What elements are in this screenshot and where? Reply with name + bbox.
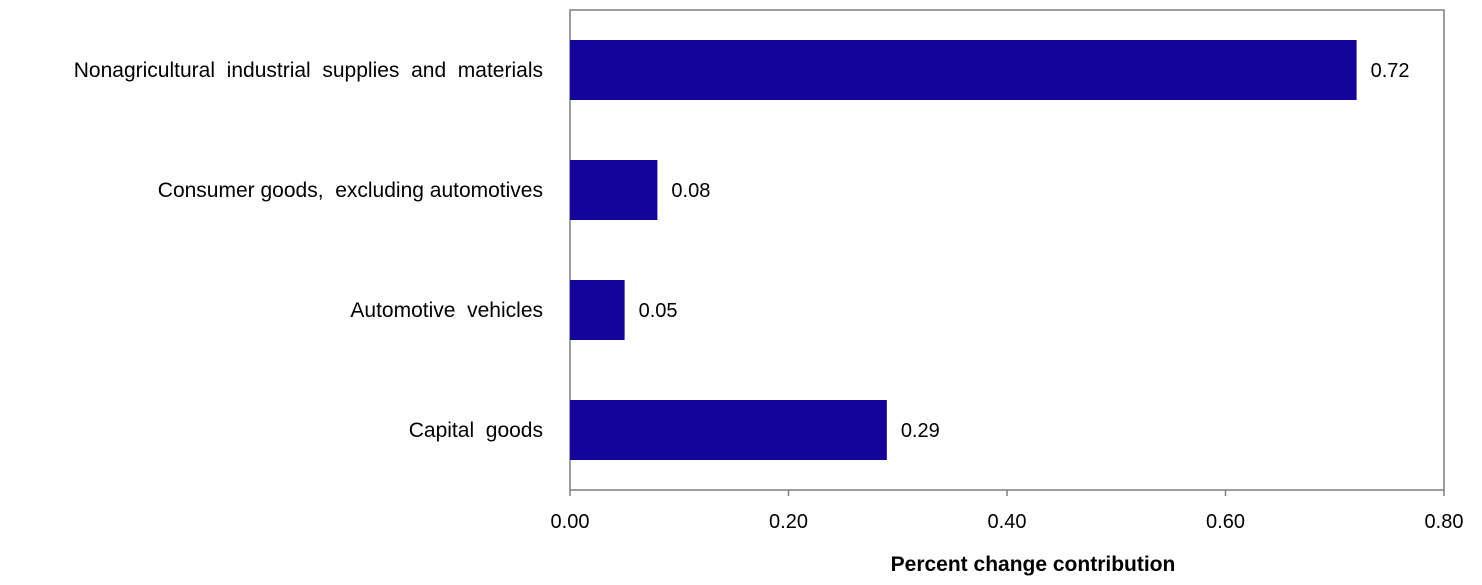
category-label: Nonagricultural industrial supplies and … xyxy=(74,59,543,82)
bars-layer xyxy=(570,40,1357,460)
data-labels: 0.72 0.08 0.05 0.29 xyxy=(639,60,1410,442)
bar xyxy=(570,280,625,340)
category-label: Consumer goods, excluding automotives xyxy=(158,179,543,202)
x-tick-label: 0.20 xyxy=(769,511,808,533)
x-tick-label: 0.60 xyxy=(1206,511,1245,533)
x-axis-ticks: 0.00 0.20 0.40 0.60 0.80 xyxy=(551,490,1464,533)
x-tick-label: 0.00 xyxy=(551,511,590,533)
data-label: 0.05 xyxy=(639,300,678,322)
x-tick-label: 0.40 xyxy=(988,511,1027,533)
x-tick-label: 0.80 xyxy=(1425,511,1464,533)
bar xyxy=(570,160,658,220)
category-label: Automotive vehicles xyxy=(350,299,543,322)
category-label: Capital goods xyxy=(409,419,543,442)
data-label: 0.29 xyxy=(901,420,940,442)
x-axis-title: Percent change contribution xyxy=(891,553,1176,576)
bar xyxy=(570,40,1357,100)
bar xyxy=(570,400,887,460)
data-label: 0.08 xyxy=(671,180,710,202)
data-label: 0.72 xyxy=(1371,60,1410,82)
category-labels: Nonagricultural industrial supplies and … xyxy=(74,59,543,442)
